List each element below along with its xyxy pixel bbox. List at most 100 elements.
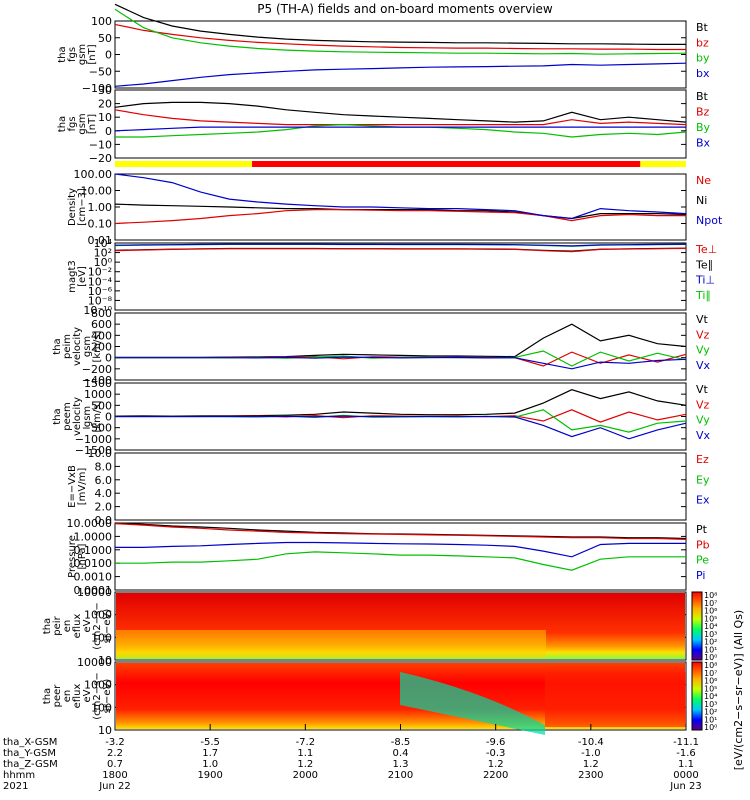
legend-entry: Pi — [696, 569, 705, 582]
legend-entry: Vx — [696, 429, 711, 442]
colorbar-tick-label: 10⁴ — [704, 692, 717, 701]
legend-entry: Pb — [696, 538, 710, 551]
y-tick-label: 4.0 — [95, 487, 113, 500]
x-tick-label: 2.2 — [107, 748, 123, 759]
legend-entry: Vy — [696, 414, 710, 427]
y-axis-label: [km/s] — [92, 330, 103, 362]
colorbar-tick-label: 10⁸ — [704, 591, 717, 600]
colorbar-strip — [691, 591, 703, 661]
electron-hot-region — [545, 672, 686, 727]
x-tick-label: 0000 — [673, 770, 698, 781]
series-line-Pb — [114, 523, 687, 540]
series-line-by — [114, 8, 687, 55]
legend-entry: bz — [696, 36, 709, 49]
y-axis-label: tha — [42, 688, 53, 704]
y-tick-label: 10.0 — [88, 447, 113, 460]
x-tick-label: 2000 — [293, 770, 318, 781]
x-tick-label: 1.2 — [297, 759, 313, 770]
series-line-Bz — [114, 109, 687, 126]
colorbar-tick-label: 10⁰ — [704, 653, 717, 662]
x-tick-label: 1900 — [197, 770, 222, 781]
y-tick-label: 10.00 — [81, 185, 113, 198]
y-tick-label: 10.0000 — [67, 517, 113, 530]
x-tick-label: -5.5 — [200, 737, 220, 748]
series-line-Ti⊥ — [114, 243, 687, 247]
y-tick-label: 200 — [91, 341, 112, 354]
series-line-Pt — [114, 522, 687, 540]
colorbar-tick-label: 10⁴ — [704, 622, 717, 631]
y-tick-label: 1500 — [84, 377, 112, 390]
legend-entry: By — [696, 121, 711, 134]
y-axis-label: peem — [62, 402, 73, 430]
y-tick-label: 10² — [94, 247, 112, 260]
x-tick-label: 1800 — [102, 770, 127, 781]
y-tick-label: 100 — [91, 631, 112, 644]
legend-entry: Vz — [696, 398, 710, 411]
mode-bar-segment — [115, 161, 253, 167]
series-line-Ni — [114, 203, 687, 220]
colorbar-strip — [691, 661, 703, 731]
series-line-bz — [114, 23, 686, 51]
x-tick-label: 0.7 — [107, 759, 123, 770]
y-tick-label: −200 — [82, 363, 112, 376]
x-tick-label: 2200 — [483, 770, 508, 781]
y-axis-label: tha — [57, 116, 68, 132]
y-axis-label: [nPa] — [77, 543, 88, 569]
y-axis-label: [mV/m] — [77, 468, 88, 506]
x-tick-label: 2300 — [578, 770, 603, 781]
electron-cold-band — [400, 672, 545, 735]
y-tick-label: 10⁻⁶ — [88, 285, 113, 298]
legend-entry: Ti∥ — [695, 289, 711, 302]
panel-frame — [114, 312, 687, 381]
y-axis-label: velocity — [72, 397, 83, 436]
y-axis-label: [nT] — [87, 44, 98, 64]
y-axis-label: sr−eV) — [102, 609, 113, 644]
series-line-Bt — [114, 101, 687, 123]
y-tick-label: 0.01 — [88, 234, 113, 247]
colorbar-label: [eV/(cm2−s−sr−eV)] (All Qs) — [732, 610, 745, 770]
panel-frame — [114, 591, 687, 661]
y-tick-label: 400 — [91, 329, 112, 342]
y-axis-label: tha — [42, 618, 53, 634]
y-tick-label: 10 — [98, 654, 112, 667]
colorbar-tick-label: 10⁵ — [704, 684, 717, 693]
y-axis-label: peim — [62, 334, 73, 359]
y-axis-label: eV — [82, 619, 93, 632]
legend-entry: Npot — [696, 214, 723, 227]
y-tick-label: 0.1000 — [74, 544, 113, 557]
x-tick-label: 1.2 — [583, 759, 599, 770]
y-tick-label: −500 — [82, 422, 112, 435]
x-tick-label: -7.2 — [296, 737, 316, 748]
y-axis-label: [km/s] — [92, 400, 103, 432]
y-tick-label: 0 — [105, 125, 112, 138]
y-axis-label: peir — [52, 615, 63, 635]
y-tick-label: 10⁴ — [94, 237, 113, 250]
colorbar-tick-label: 10³ — [704, 700, 717, 709]
legend-entry: Vx — [696, 359, 711, 372]
y-axis-label: magt3 — [67, 260, 78, 293]
x-tick-label: 1.1 — [297, 748, 313, 759]
colorbar-tick-label: 10¹ — [704, 715, 717, 724]
x-tick-label: -3.2 — [105, 737, 125, 748]
y-tick-label: 8.0 — [95, 460, 113, 473]
y-axis-label: en — [62, 620, 73, 633]
y-axis-label: [nT] — [87, 114, 98, 134]
legend-entry: Te∥ — [695, 258, 713, 271]
y-axis-label: tha — [52, 408, 63, 424]
colorbar-tick-label: 10⁶ — [704, 677, 717, 686]
y-axis-label: gsm — [77, 113, 88, 134]
series-line-Npot — [114, 173, 687, 220]
panel-frame — [114, 173, 687, 241]
y-tick-label: −1500 — [75, 444, 112, 457]
series-line-Pe — [115, 551, 686, 571]
series-line-Vx — [115, 415, 687, 440]
series-line-Vy — [115, 409, 687, 433]
x-tick-label: Jun 22 — [98, 781, 131, 792]
y-tick-label: 10⁰ — [94, 256, 113, 269]
panel-frame — [114, 452, 687, 521]
panel-6: 10.08.06.04.02.00.0 E=−VxB [mV/m] Ez Ey Ex — [67, 447, 710, 527]
y-tick-label: 50 — [98, 32, 112, 45]
y-tick-label: −400 — [82, 374, 112, 387]
panel-0: 100 50 0 −50 −100 tha fgs gsm [nT] Bt bz by bx — [57, 3, 710, 95]
legend-entry: Bz — [696, 106, 710, 119]
